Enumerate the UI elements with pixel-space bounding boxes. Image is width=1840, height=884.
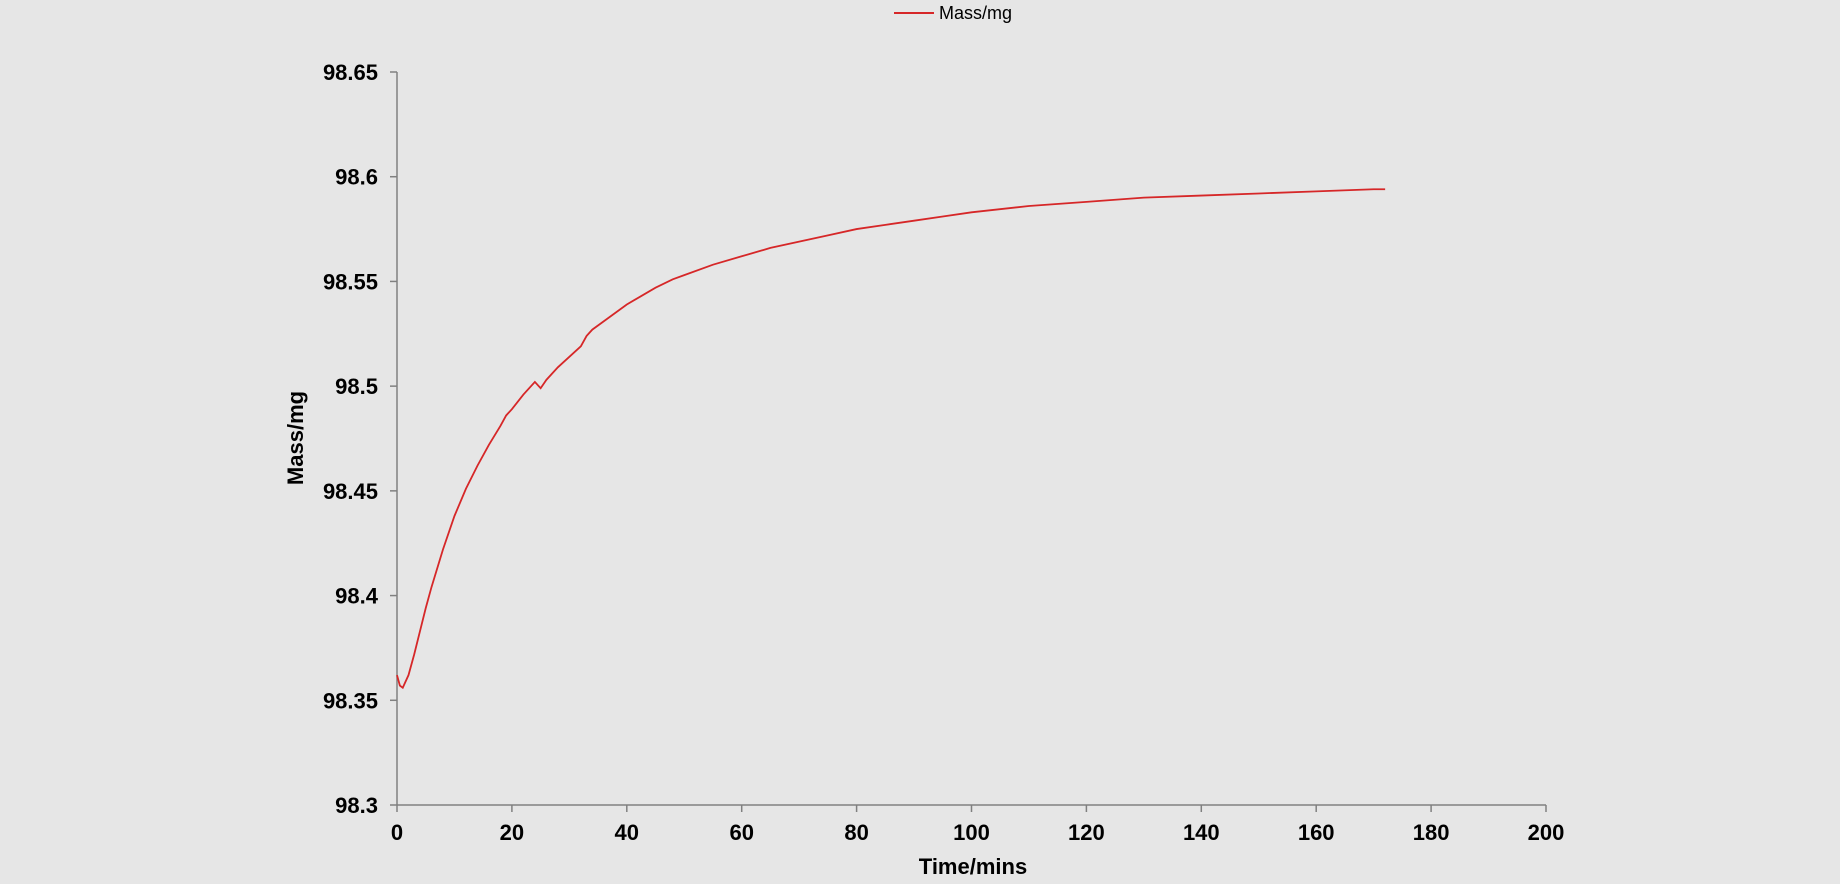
x-tick-label: 60	[729, 820, 753, 845]
series-line-mass	[396, 188, 1386, 690]
y-tick-label: 98.5	[335, 374, 378, 399]
legend-label-mass: Mass/mg	[939, 3, 1012, 23]
x-tick-label: 40	[615, 820, 639, 845]
y-tick-label: 98.65	[323, 60, 378, 85]
x-tick-label: 20	[500, 820, 524, 845]
y-tick-label: 98.3	[335, 793, 378, 818]
x-tick-label: 120	[1068, 820, 1105, 845]
y-tick-label: 98.55	[323, 269, 378, 294]
legend: Mass/mg	[894, 3, 1012, 23]
x-axis-label: Time/mins	[919, 854, 1027, 879]
y-axis-ticks: 98.3 98.35 98.4 98.45 98.5 98.55 98.6 98.65	[323, 60, 397, 818]
y-tick-label: 98.4	[335, 584, 379, 609]
x-tick-label: 160	[1298, 820, 1335, 845]
x-tick-label: 200	[1528, 820, 1565, 845]
x-tick-label: 0	[391, 820, 403, 845]
x-tick-label: 180	[1413, 820, 1450, 845]
x-tick-label: 140	[1183, 820, 1220, 845]
y-axis-label: Mass/mg	[283, 391, 308, 485]
x-tick-label: 80	[844, 820, 868, 845]
y-tick-label: 98.6	[335, 165, 378, 190]
y-tick-label: 98.45	[323, 479, 378, 504]
y-tick-label: 98.35	[323, 688, 378, 713]
x-axis-ticks: 0 20 40 60 80 100 120 140 160 180 200	[391, 805, 1564, 845]
x-tick-label: 100	[953, 820, 990, 845]
